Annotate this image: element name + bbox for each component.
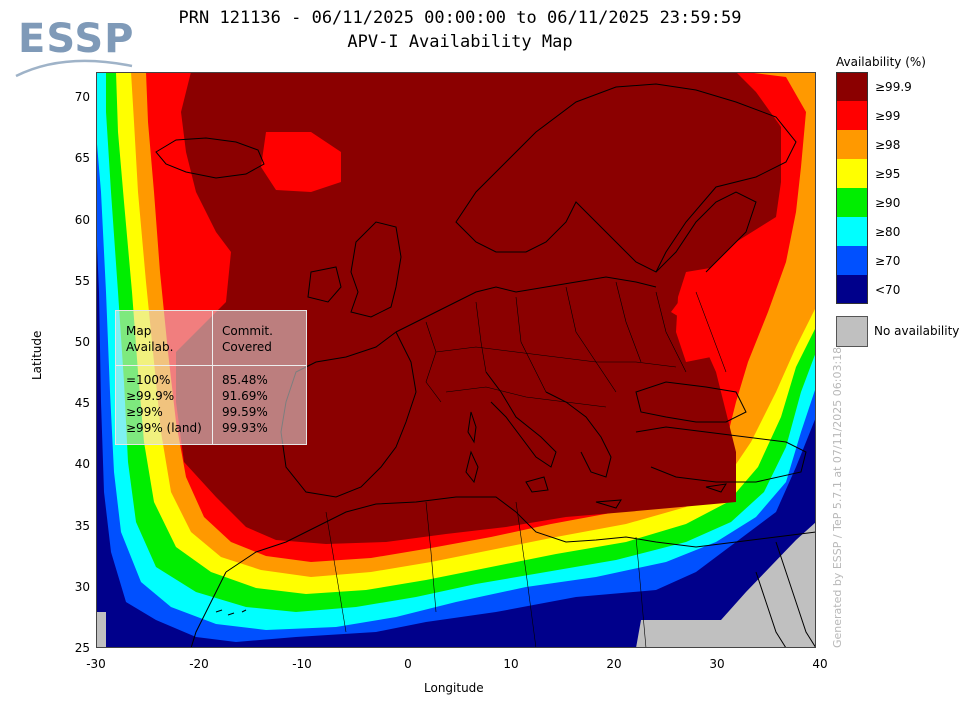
stats-level-row: ≥99.9% [126,389,175,403]
stats-covered-row: 99.59% [222,405,268,419]
legend-frame [836,72,868,304]
map-frame [96,72,816,648]
logo-text: ESSP [18,16,135,62]
red-patch-east [676,267,731,362]
availability-map [96,72,816,648]
ytick-55: 55 [74,274,90,288]
xtick-m30: -30 [86,657,106,671]
no-availability-southwest [96,612,106,648]
xtick-30: 30 [709,657,725,671]
ytick-40: 40 [74,457,90,471]
ytick-60: 60 [74,213,90,227]
map-title-line2: APV-I Availability Map [347,32,573,52]
ytick-50: 50 [74,335,90,349]
generated-by-note: Generated by ESSP / TeP 5.7.1 at 07/11/2… [831,346,844,648]
legend-label: ≥99 [875,109,901,123]
country-borders [325,281,727,648]
stats-covered-row: 99.93% [222,421,268,435]
legend-label: ≥80 [875,225,901,239]
legend-swatch [836,188,868,217]
logo-swoosh [15,59,133,78]
stats-covered: 85.48% 91.69% 99.59% 99.93% [222,372,268,436]
legend-label: ≥70 [875,254,901,268]
ytick-65: 65 [74,151,90,165]
legend-no-availability-swatch [836,316,868,347]
coverage-stats-table: Map Availab. Commit. Covered =100% ≥99.9… [115,310,307,445]
xtick-20: 20 [606,657,622,671]
band-ge999 [176,72,781,544]
legend-swatch [836,130,868,159]
xtick-m10: -10 [292,657,312,671]
legend-label: <70 [875,283,901,297]
xtick-0: 0 [404,657,412,671]
stats-covered-row: 91.69% [222,389,268,403]
stats-divider-vertical [212,311,213,444]
map-title-line1: PRN 121136 - 06/11/2025 00:00:00 to 06/1… [178,8,742,28]
legend-label: ≥99.9 [875,80,912,94]
legend-label: ≥95 [875,167,901,181]
legend-swatch [836,159,868,188]
xtick-m20: -20 [189,657,209,671]
stats-level-row: ≥99% [126,405,163,419]
ytick-35: 35 [74,519,90,533]
legend-swatch [836,72,868,101]
legend-label: ≥98 [875,138,901,152]
legend-swatch [836,101,868,130]
xtick-10: 10 [503,657,519,671]
stats-header-map-availab: Map Availab. [126,324,174,354]
stats-levels: =100% ≥99.9% ≥99% ≥99% (land) [126,372,202,436]
x-axis-title: Longitude [424,681,484,695]
ytick-45: 45 [74,396,90,410]
ytick-70: 70 [74,90,90,104]
essp-logo: ESSP [14,14,134,84]
red-patch-iceland [261,132,341,192]
legend-title: Availability (%) [836,55,926,69]
stats-divider-horizontal [116,365,306,366]
ytick-25: 25 [74,641,90,655]
coastlines [155,83,816,648]
legend-swatch [836,275,868,304]
stats-level-row: =100% [126,373,171,387]
xtick-40: 40 [812,657,828,671]
legend-swatch [836,246,868,275]
ytick-30: 30 [74,580,90,594]
stats-level-row: ≥99% (land) [126,421,202,435]
stats-header-commit-covered: Commit. Covered [222,324,273,354]
y-axis-title: Latitude [30,330,44,380]
stats-covered-row: 85.48% [222,373,268,387]
legend-no-availability-label: No availability [874,324,960,338]
legend-swatch [836,217,868,246]
legend-label: ≥90 [875,196,901,210]
